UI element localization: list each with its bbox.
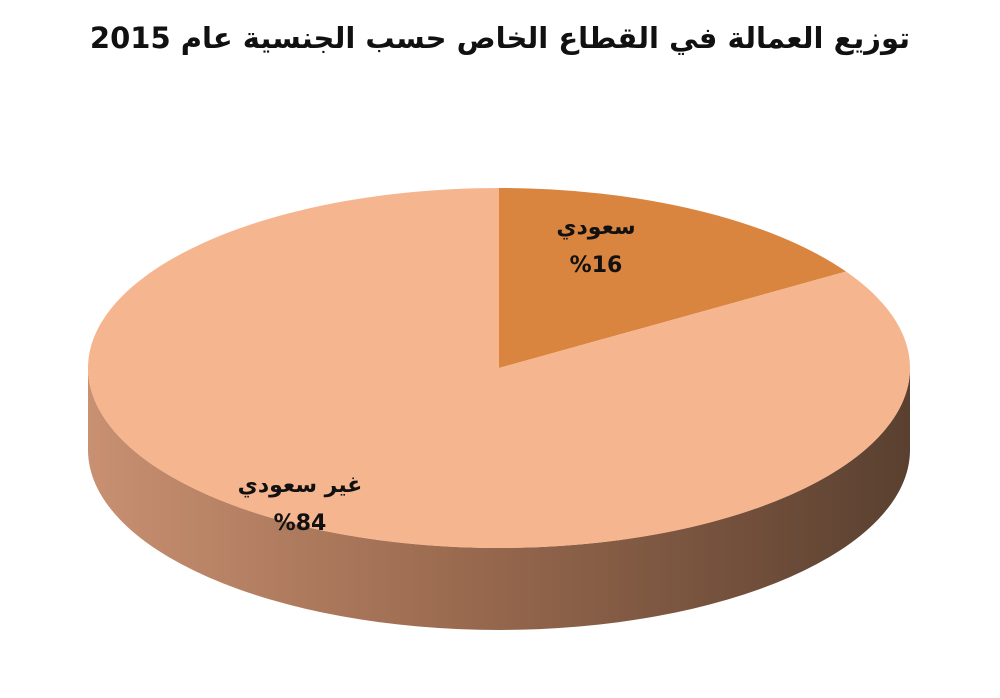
value-label: %16 xyxy=(570,253,623,278)
value-label: %84 xyxy=(274,511,327,536)
slice-label: غير سعودي xyxy=(238,473,363,498)
pie-side xyxy=(88,368,910,630)
slice-label: سعودي xyxy=(556,215,635,240)
pie-slice xyxy=(88,188,911,548)
pie xyxy=(88,188,911,548)
pie-slice xyxy=(499,188,847,368)
chart-title: توزيع العمالة في القطاع الخاص حسب الجنسي… xyxy=(90,21,910,55)
